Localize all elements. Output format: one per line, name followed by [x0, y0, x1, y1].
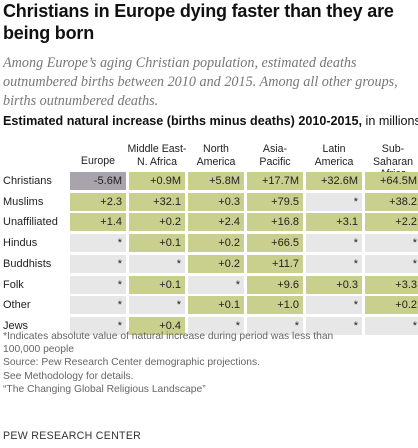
table-cell: +79.5: [247, 192, 303, 211]
table-cell: +38.2: [365, 192, 418, 211]
table-cell: +3.3: [365, 275, 418, 294]
table-cell: +0.2: [188, 254, 244, 273]
row-label: Hindus: [3, 237, 38, 250]
methodology-line: See Methodology for details.: [3, 370, 134, 382]
table-cell: +64.5M: [365, 172, 418, 190]
table-cell: *: [306, 234, 362, 253]
column-header: Middle East- N. Africa: [127, 143, 187, 168]
table-cell: +0.3: [306, 275, 362, 294]
table-cell: +0.1: [188, 296, 244, 315]
table-cell: *: [247, 316, 303, 335]
table-cell: +1.4: [70, 213, 126, 232]
table-cell: *: [188, 275, 244, 294]
table-cell: +32.1: [129, 192, 185, 211]
pew-footer: PEW RESEARCH CENTER: [3, 430, 142, 442]
table-cell: *: [306, 296, 362, 315]
chart-subtitle: Among Europe’s aging Christian populatio…: [3, 55, 398, 109]
note-line: *Indicates absolute value of natural inc…: [3, 331, 334, 342]
column-header: Asia- Pacific: [259, 143, 291, 168]
table-cell: *: [70, 275, 126, 294]
report-line: “The Changing Global Religious Landscape…: [3, 383, 206, 395]
table-cell: +0.2: [188, 234, 244, 253]
table-cell: *: [306, 192, 362, 211]
source-line: Source: Pew Research Center demographic …: [3, 357, 260, 369]
table-cell: +16.8: [247, 213, 303, 232]
table-cell: +0.2: [129, 213, 185, 232]
table-cell: +0.9M: [129, 172, 185, 190]
table-cell: +11.7: [247, 254, 303, 273]
table-cell: *: [70, 234, 126, 253]
table-cell: -5.6M: [70, 172, 126, 190]
table-cell: +3.1: [306, 213, 362, 232]
table-heading-bold: Estimated natural increase (births minus…: [3, 114, 363, 128]
column-header: Europe: [80, 155, 116, 167]
table-heading: Estimated natural increase (births minus…: [3, 113, 418, 129]
table-cell: *: [365, 254, 418, 273]
table-cell: *: [188, 316, 244, 335]
chart-notes: *Indicates absolute value of natural inc…: [3, 330, 408, 396]
table-cell: +0.2: [365, 296, 418, 315]
column-header: Latin America: [314, 143, 354, 168]
table-cell: +66.5: [247, 234, 303, 253]
table-cell: *: [306, 316, 362, 335]
table-cell: *: [306, 254, 362, 273]
row-label: Muslims: [3, 195, 44, 208]
row-label: Jews: [3, 319, 29, 332]
note-line: 100,000 people: [3, 344, 75, 356]
table-cell: +5.8M: [188, 172, 244, 190]
table-cell: +2.3: [70, 192, 126, 211]
table-cell: *: [70, 316, 126, 335]
row-label: Christians: [3, 175, 52, 187]
table-cell: *: [365, 316, 418, 335]
table-cell: +0.1: [129, 275, 185, 294]
row-label: Folk: [3, 278, 24, 291]
table-cell: +17.7M: [247, 172, 303, 190]
column-header: North America: [196, 143, 236, 168]
table-cell: +0.4: [129, 316, 185, 335]
table-cell: *: [129, 296, 185, 315]
row-label: Buddhists: [3, 257, 52, 270]
table-heading-unit: in millions: [362, 114, 418, 128]
table-cell: *: [70, 254, 126, 273]
table-cell: +2.4: [188, 213, 244, 232]
table-cell: +0.1: [129, 234, 185, 253]
row-label: Other: [3, 299, 31, 312]
table-cell: *: [70, 296, 126, 315]
table-cell: *: [365, 234, 418, 253]
table-cell: +9.6: [247, 275, 303, 294]
row-label: Unaffiliated: [3, 216, 58, 229]
table-cell: +32.6M: [306, 172, 362, 190]
table-cell: +0.3: [188, 192, 244, 211]
chart-title: Christians in Europe dying faster than t…: [3, 1, 394, 43]
table-cell: +1.0: [247, 296, 303, 315]
table-cell: +2.2: [365, 213, 418, 232]
table-cell: *: [129, 254, 185, 273]
